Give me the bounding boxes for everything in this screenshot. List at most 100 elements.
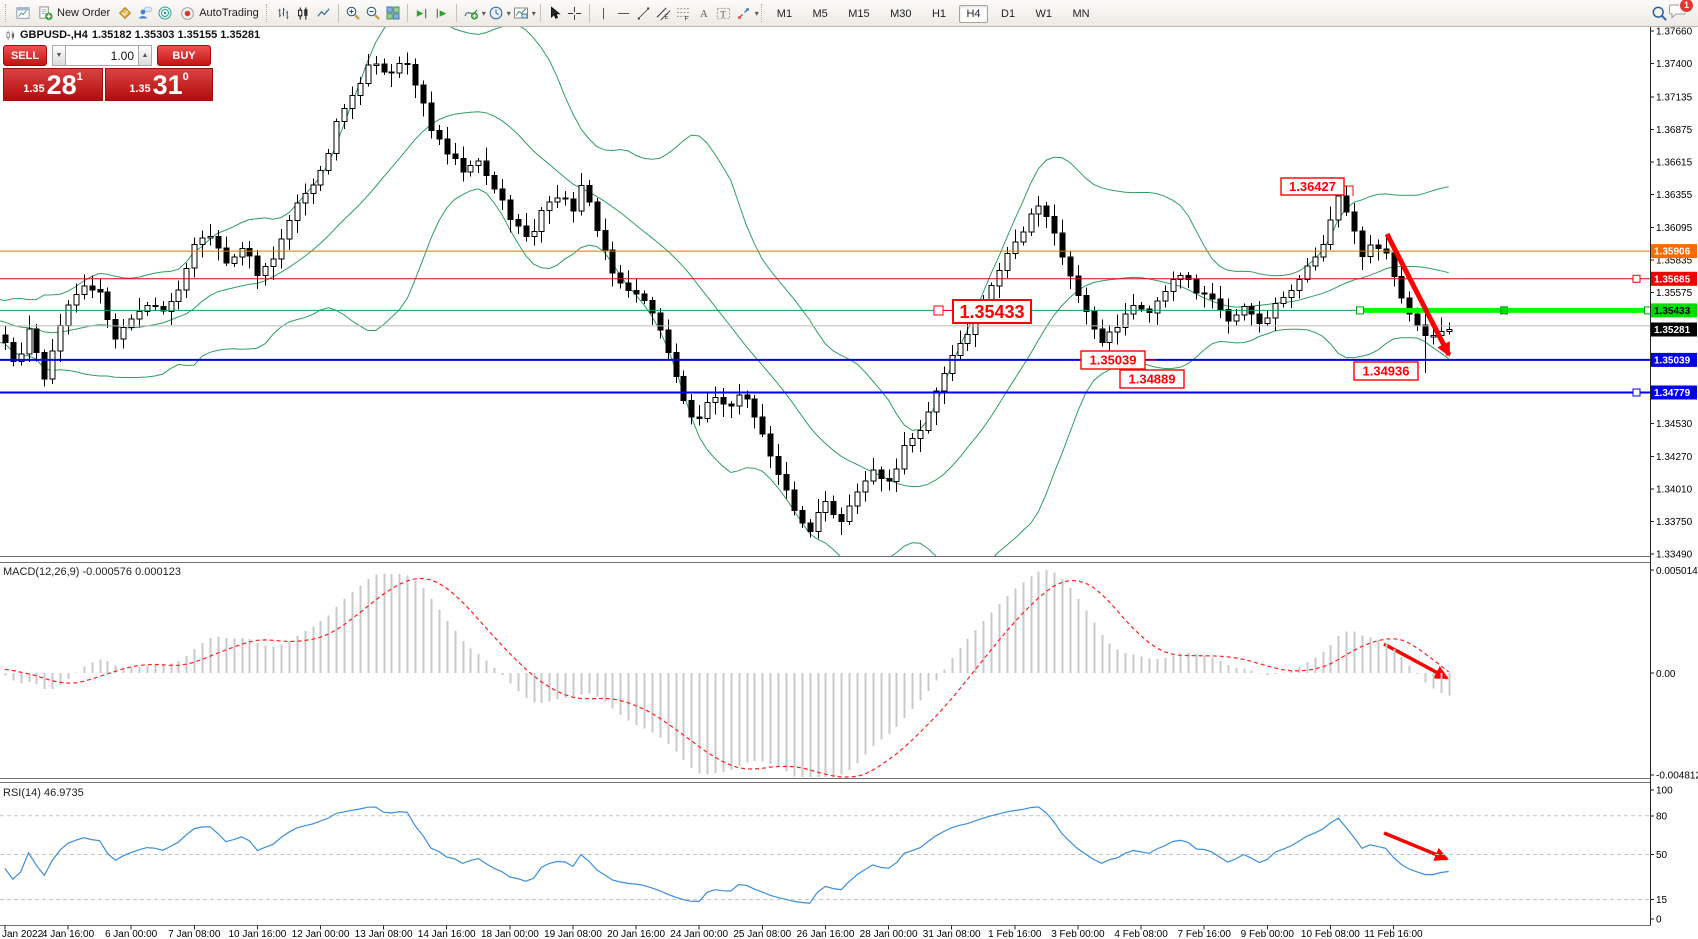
price-tick-label: 1.36355 bbox=[1656, 190, 1693, 201]
macd-histogram bbox=[4, 570, 1451, 777]
rsi-axis-label: 80 bbox=[1656, 811, 1668, 822]
indicators-icon[interactable] bbox=[461, 3, 481, 23]
zoom-in-icon[interactable] bbox=[343, 3, 363, 23]
svg-text:1.35039: 1.35039 bbox=[1090, 353, 1137, 368]
timeframe-m15[interactable]: M15 bbox=[848, 8, 870, 20]
horizontal-line-icon[interactable] bbox=[614, 3, 634, 23]
trend-arrow[interactable] bbox=[1383, 831, 1449, 861]
crosshair-icon[interactable] bbox=[565, 3, 585, 23]
template-icon[interactable] bbox=[511, 3, 531, 23]
rsi-pane[interactable] bbox=[0, 806, 1650, 904]
line-handle[interactable] bbox=[1632, 388, 1641, 397]
time-axis-label: 13 Jan 08:00 bbox=[355, 929, 413, 939]
new-order-icon bbox=[39, 5, 53, 20]
autotrading-button[interactable]: AutoTrading bbox=[175, 5, 264, 22]
equidistant-channel-icon[interactable]: E bbox=[654, 3, 674, 23]
fibonacci-icon[interactable]: F bbox=[674, 3, 694, 23]
trendline-handle[interactable] bbox=[1356, 306, 1364, 315]
text-icon[interactable]: A bbox=[694, 3, 714, 23]
price-callout[interactable]: 1.34936 bbox=[1353, 361, 1419, 381]
time-axis-label: 6 Jan 00:00 bbox=[105, 929, 158, 939]
time-axis-label: 19 Jan 08:00 bbox=[544, 929, 602, 939]
sell-price-point: 1 bbox=[76, 71, 83, 83]
text-label-icon[interactable]: T bbox=[714, 3, 734, 23]
arrows-icon[interactable] bbox=[734, 3, 754, 23]
cursor-icon[interactable] bbox=[545, 3, 565, 23]
price-tick-label: 1.35433 bbox=[1654, 306, 1691, 317]
trendline-icon[interactable] bbox=[634, 3, 654, 23]
indicators-dropdown-caret[interactable]: ▾ bbox=[481, 8, 486, 18]
time-axis-label: 28 Jan 00:00 bbox=[860, 929, 918, 939]
volume-input[interactable] bbox=[66, 45, 138, 66]
sell-price-prefix: 1.35 bbox=[23, 83, 45, 95]
axis-price-label bbox=[1651, 385, 1697, 400]
time-axis-label: 14 Jan 16:00 bbox=[418, 929, 476, 939]
volume-decrease-button[interactable]: ▼ bbox=[52, 45, 66, 66]
price-tick-label: 1.36875 bbox=[1656, 125, 1693, 136]
timeframe-h4[interactable]: H4 bbox=[959, 5, 988, 23]
macd-signal-line bbox=[4, 577, 1450, 778]
buy-button[interactable]: BUY bbox=[157, 45, 211, 66]
time-axis-label: 7 Feb 16:00 bbox=[1178, 929, 1232, 939]
market-icon[interactable] bbox=[115, 3, 135, 23]
line-handle[interactable] bbox=[1632, 274, 1641, 283]
time-axis-label: 12 Jan 00:00 bbox=[292, 929, 350, 939]
chart-canvas[interactable]: 1.36427 1.35433 1.35039 1.34889 1.34936 1.37… bbox=[0, 27, 1698, 939]
signals-icon[interactable] bbox=[155, 3, 175, 23]
svg-text:1.34889: 1.34889 bbox=[1129, 372, 1176, 387]
notification-badge: 1 bbox=[1679, 0, 1694, 13]
vertical-line-icon[interactable] bbox=[594, 3, 614, 23]
template-dropdown-caret[interactable]: ▾ bbox=[531, 8, 536, 18]
symbol-chart-icon bbox=[6, 30, 15, 40]
tile-windows-icon[interactable] bbox=[383, 3, 403, 23]
line-chart-icon[interactable] bbox=[314, 3, 334, 23]
periods-dropdown-caret[interactable]: ▾ bbox=[506, 8, 511, 18]
search-icon[interactable] bbox=[1649, 3, 1669, 23]
price-callout[interactable]: 1.35433 bbox=[933, 299, 1032, 324]
macd-pane[interactable] bbox=[4, 570, 1451, 778]
sell-price-panel[interactable]: 1.35 28 1 bbox=[3, 68, 103, 101]
price-tick-label: 1.34530 bbox=[1656, 419, 1693, 430]
zoom-out-icon[interactable] bbox=[363, 3, 383, 23]
chart-window-icon[interactable] bbox=[13, 3, 33, 23]
chart-shift-icon[interactable] bbox=[432, 3, 452, 23]
time-axis-label: 10 Jan 16:00 bbox=[228, 929, 286, 939]
trend-arrow[interactable] bbox=[1383, 642, 1449, 680]
macd-axis-label: -0.004812 bbox=[1656, 771, 1698, 782]
arrows-dropdown-caret[interactable]: ▾ bbox=[754, 8, 759, 18]
trend-arrow[interactable] bbox=[1384, 232, 1452, 357]
price-callout[interactable]: 1.36427 bbox=[1280, 177, 1354, 196]
time-axis-label: 24 Jan 00:00 bbox=[670, 929, 728, 939]
time-axis-label: 10 Feb 08:00 bbox=[1301, 929, 1360, 939]
rsi-axis-label: 100 bbox=[1656, 786, 1673, 797]
main-price-pane[interactable]: 1.36427 1.35433 1.35039 1.34889 1.34936 bbox=[0, 27, 1652, 861]
macd-axis-label: 0.00 bbox=[1656, 669, 1676, 680]
timeframe-m1[interactable]: M1 bbox=[776, 8, 793, 20]
toolbar-grip bbox=[5, 4, 9, 22]
trendline-handle[interactable] bbox=[1500, 306, 1508, 315]
rsi-axis-label: 50 bbox=[1656, 850, 1668, 861]
new-order-button[interactable]: New Order bbox=[33, 5, 115, 22]
price-callout[interactable]: 1.35039 bbox=[1080, 350, 1156, 370]
timeframe-mn[interactable]: MN bbox=[1072, 8, 1090, 20]
timeframe-h1[interactable]: H1 bbox=[931, 8, 947, 20]
auto-scroll-icon[interactable] bbox=[412, 3, 432, 23]
timeframe-d1[interactable]: D1 bbox=[1001, 8, 1016, 20]
price-callout[interactable]: 1.34889 bbox=[1119, 369, 1185, 389]
community-icon[interactable] bbox=[135, 3, 155, 23]
price-tick-label: 1.33750 bbox=[1656, 517, 1693, 528]
timeframe-m5[interactable]: M5 bbox=[812, 8, 828, 20]
toolbar-separator bbox=[455, 4, 457, 22]
buy-price-panel[interactable]: 1.35 31 0 bbox=[105, 68, 213, 101]
volume-increase-button[interactable]: ▲ bbox=[138, 45, 152, 66]
chat-button[interactable]: 1 bbox=[1669, 0, 1694, 24]
main-toolbar: New Order AutoTrading bbox=[0, 0, 1698, 27]
timeframe-m30[interactable]: M30 bbox=[890, 8, 912, 20]
svg-text:1.34936: 1.34936 bbox=[1363, 364, 1410, 379]
timeframe-w1[interactable]: W1 bbox=[1035, 8, 1053, 20]
sell-button[interactable]: SELL bbox=[3, 45, 47, 66]
periods-icon[interactable] bbox=[486, 3, 506, 23]
autotrading-label: AutoTrading bbox=[199, 7, 259, 19]
bar-chart-icon[interactable] bbox=[274, 3, 294, 23]
candlestick-chart-icon[interactable] bbox=[294, 3, 314, 23]
